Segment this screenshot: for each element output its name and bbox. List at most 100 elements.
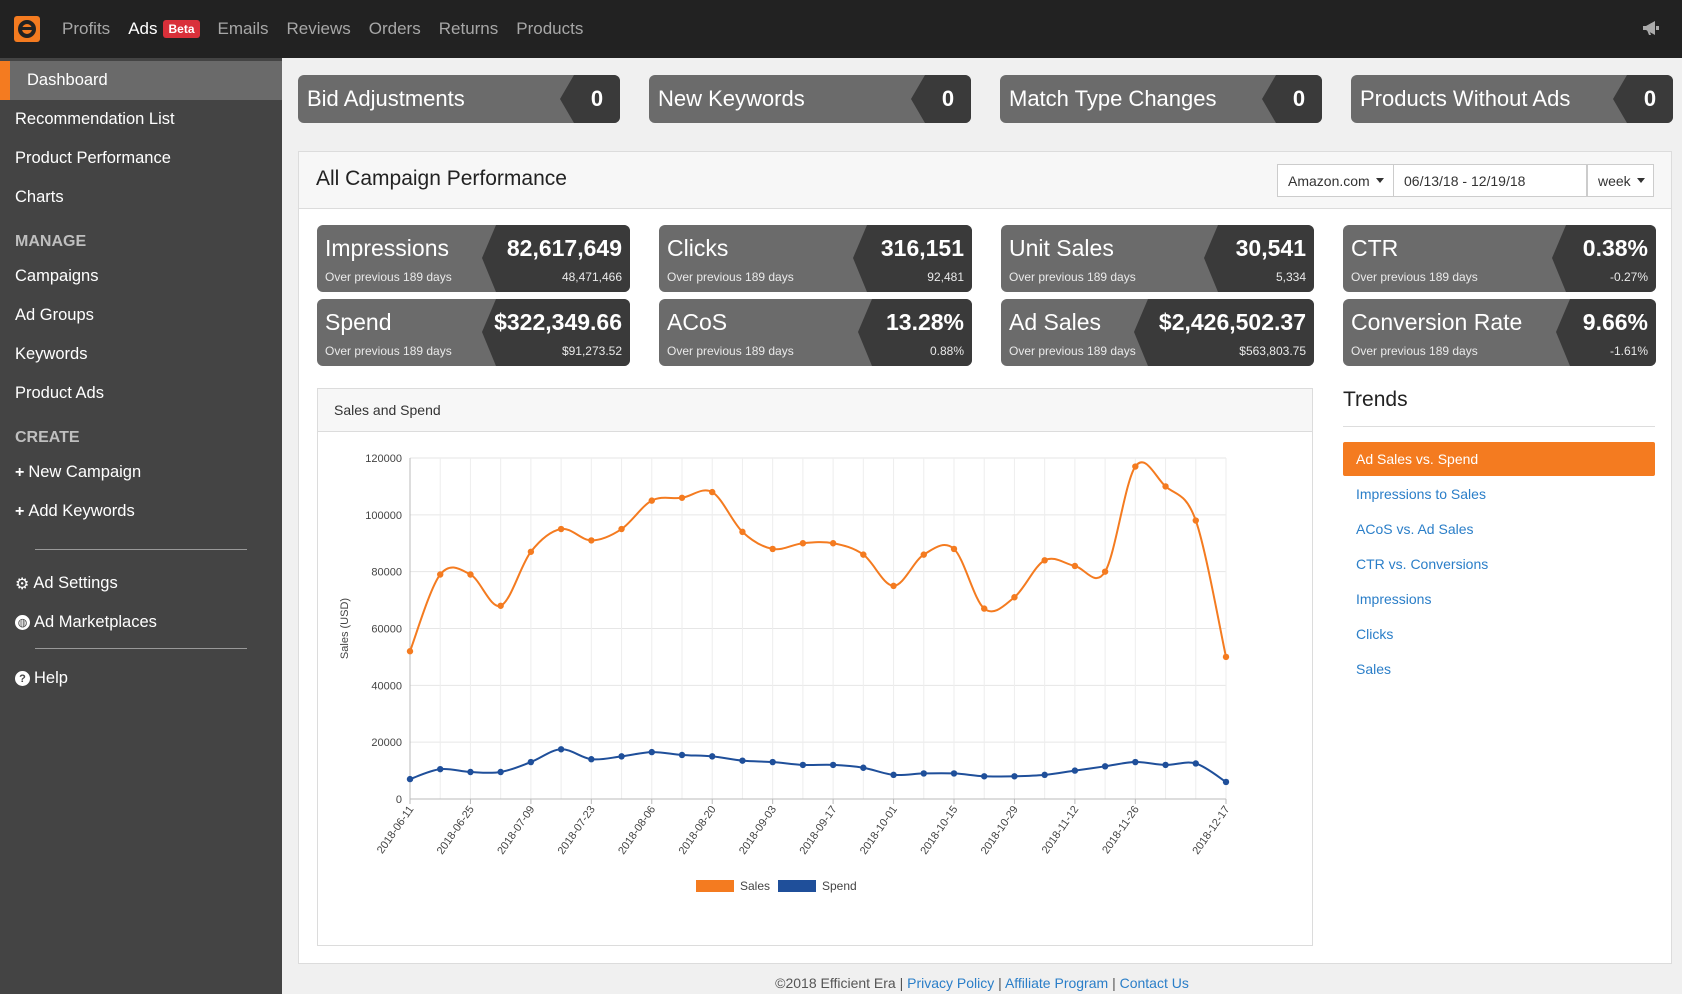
caret-down-icon xyxy=(1636,178,1645,183)
sidebar-item-label: Charts xyxy=(15,188,64,206)
sidebar-item-keywords[interactable]: Keywords xyxy=(0,335,282,374)
campaign-performance-panel: All Campaign Performance Amazon.com 06/1… xyxy=(298,151,1672,964)
nav-orders[interactable]: Orders xyxy=(369,19,421,39)
spend-data-point xyxy=(920,770,927,777)
main-nav: Profits Ads Beta Emails Reviews Orders Re… xyxy=(62,0,601,58)
metric-ctr[interactable]: CTR Over previous 189 days 0.38% -0.27% xyxy=(1343,225,1656,292)
spend-series-line xyxy=(409,748,1227,783)
sidebar-heading-manage: MANAGE xyxy=(15,233,87,250)
sidebar-item-charts[interactable]: Charts xyxy=(0,178,282,217)
period-dropdown[interactable]: week xyxy=(1587,164,1654,197)
contact-us-link[interactable]: Contact Us xyxy=(1119,975,1189,991)
trend-ctr-vs-conversions[interactable]: CTR vs. Conversions xyxy=(1356,556,1489,572)
y-axis-label: Sales (USD) xyxy=(339,598,351,659)
nav-profits[interactable]: Profits xyxy=(62,19,110,39)
nav-returns[interactable]: Returns xyxy=(439,19,499,39)
sidebar-item-label: Ad Marketplaces xyxy=(34,613,157,631)
sidebar-item-product-ads[interactable]: Product Ads xyxy=(0,374,282,413)
efficient-era-logo-icon[interactable] xyxy=(14,16,40,42)
megaphone-icon[interactable] xyxy=(1642,20,1660,36)
trend-impressions-to-sales[interactable]: Impressions to Sales xyxy=(1356,486,1486,502)
privacy-policy-link[interactable]: Privacy Policy xyxy=(907,975,995,991)
sidebar-item-new-campaign[interactable]: + New Campaign xyxy=(0,453,282,492)
sales-data-point xyxy=(829,540,837,547)
x-tick-label: 2018-08-20 xyxy=(677,804,719,857)
metric-value-box: 30,541 5,334 xyxy=(1204,225,1314,292)
metric-sub: Over previous 189 days xyxy=(667,344,794,358)
x-tick-label: 2018-09-03 xyxy=(737,804,779,857)
sidebar-item-campaigns[interactable]: Campaigns xyxy=(0,257,282,296)
summary-products-without-ads[interactable]: Products Without Ads 0 xyxy=(1351,75,1673,123)
trend-clicks[interactable]: Clicks xyxy=(1356,626,1394,642)
metric-clicks[interactable]: Clicks Over previous 189 days 316,151 92… xyxy=(659,225,972,292)
sidebar-item-product-performance[interactable]: Product Performance xyxy=(0,139,282,178)
footer: ©2018 Efficient Era | Privacy Policy | A… xyxy=(282,975,1682,991)
y-tick-label: 80000 xyxy=(371,567,402,579)
metric-previous: 92,481 xyxy=(927,270,964,284)
metric-previous: -0.27% xyxy=(1609,270,1648,284)
summary-label: New Keywords xyxy=(658,86,805,111)
sales-data-point xyxy=(981,605,988,612)
affiliate-program-link[interactable]: Affiliate Program xyxy=(1004,975,1109,991)
spend-data-point xyxy=(799,761,807,769)
metric-sub: Over previous 189 days xyxy=(1009,270,1136,284)
metric-ad-sales[interactable]: Ad Sales Over previous 189 days $2,426,5… xyxy=(1001,299,1314,366)
spend-data-point xyxy=(406,775,414,783)
sidebar-item-add-keywords[interactable]: + Add Keywords xyxy=(0,492,282,531)
sidebar-item-label: Keywords xyxy=(15,345,88,363)
sidebar-item-ad-groups[interactable]: Ad Groups xyxy=(0,296,282,335)
sidebar-heading-create: CREATE xyxy=(15,429,80,446)
nav-products[interactable]: Products xyxy=(516,19,583,39)
metric-sub: Over previous 189 days xyxy=(667,270,794,284)
nav-reviews[interactable]: Reviews xyxy=(287,19,351,39)
spend-data-point xyxy=(769,758,776,766)
nav-emails-label: Emails xyxy=(217,19,269,38)
spend-data-point xyxy=(467,768,474,776)
sales-data-point xyxy=(467,571,474,578)
summary-label: Bid Adjustments xyxy=(307,86,465,111)
summary-bid-adjustments[interactable]: Bid Adjustments 0 xyxy=(298,75,620,123)
metric-unit-sales[interactable]: Unit Sales Over previous 189 days 30,541… xyxy=(1001,225,1314,292)
marketplace-dropdown[interactable]: Amazon.com xyxy=(1277,164,1394,197)
spend-data-point xyxy=(678,751,686,759)
x-tick-label: 2018-07-23 xyxy=(556,804,598,857)
metric-spend[interactable]: Spend Over previous 189 days $322,349.66… xyxy=(317,299,630,366)
metric-acos[interactable]: ACoS Over previous 189 days 13.28% 0.88% xyxy=(659,299,972,366)
sales-data-point xyxy=(950,545,958,553)
sidebar-item-ad-marketplaces[interactable]: ◍ Ad Marketplaces xyxy=(0,603,282,642)
sidebar: Dashboard Recommendation List Product Pe… xyxy=(0,58,282,994)
metric-value-box: 13.28% 0.88% xyxy=(858,299,972,366)
sidebar-item-recommendation-list[interactable]: Recommendation List xyxy=(0,100,282,139)
sidebar-item-label: Recommendation List xyxy=(15,110,175,128)
trend-sales[interactable]: Sales xyxy=(1356,661,1392,677)
sidebar-item-dashboard[interactable]: Dashboard xyxy=(0,61,282,100)
metric-value: 82,617,649 xyxy=(506,235,622,261)
trend-impressions[interactable]: Impressions xyxy=(1356,591,1432,607)
metric-impressions[interactable]: Impressions Over previous 189 days 82,61… xyxy=(317,225,630,292)
sales-data-point xyxy=(678,494,686,501)
spend-legend-label: Spend xyxy=(822,879,857,893)
sidebar-item-label: Ad Groups xyxy=(15,306,94,324)
sidebar-item-label: Help xyxy=(34,669,68,687)
summary-match-type-changes[interactable]: Match Type Changes 0 xyxy=(1000,75,1322,123)
metric-conversion-rate[interactable]: Conversion Rate Over previous 189 days 9… xyxy=(1343,299,1656,366)
y-tick-label: 120000 xyxy=(365,453,402,465)
spend-data-point xyxy=(588,756,595,763)
trend-acos-vs-ad-sales[interactable]: ACoS vs. Ad Sales xyxy=(1356,521,1474,537)
nav-orders-label: Orders xyxy=(368,19,421,38)
trend-ad-sales-vs-spend[interactable]: Ad Sales vs. Spend xyxy=(1343,442,1655,476)
nav-ads[interactable]: Ads Beta xyxy=(128,19,200,39)
sales-data-point xyxy=(497,602,504,609)
sales-data-point xyxy=(406,648,414,655)
x-tick-label: 2018-06-25 xyxy=(435,804,477,857)
nav-emails[interactable]: Emails xyxy=(218,19,269,39)
spend-data-point xyxy=(437,765,444,773)
spend-data-point xyxy=(557,746,565,753)
summary-label: Products Without Ads xyxy=(1360,86,1571,111)
x-tick-label: 2018-07-09 xyxy=(495,804,537,857)
sidebar-item-help[interactable]: ? Help xyxy=(0,659,282,698)
sidebar-item-ad-settings[interactable]: ⚙ Ad Settings xyxy=(0,564,282,603)
summary-new-keywords[interactable]: New Keywords 0 xyxy=(649,75,971,123)
panel-title: All Campaign Performance xyxy=(316,167,567,190)
date-range-input[interactable]: 06/13/18 - 12/19/18 xyxy=(1393,164,1587,197)
